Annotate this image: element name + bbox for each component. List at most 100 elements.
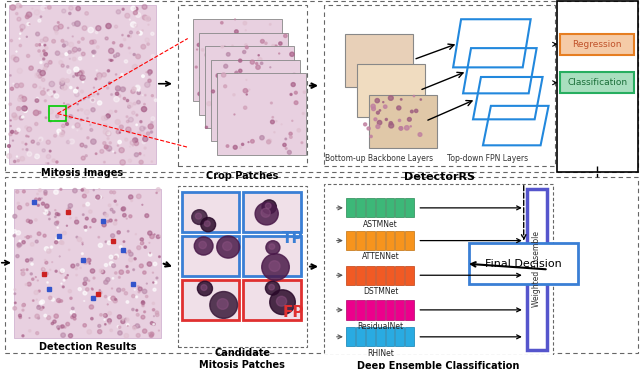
- Circle shape: [134, 141, 139, 146]
- Circle shape: [10, 39, 13, 42]
- Text: Top-down FPN Layers: Top-down FPN Layers: [447, 154, 529, 163]
- Circle shape: [58, 22, 60, 23]
- Circle shape: [205, 53, 209, 57]
- Circle shape: [76, 217, 77, 218]
- Circle shape: [150, 131, 152, 133]
- Circle shape: [137, 31, 140, 34]
- Circle shape: [126, 253, 127, 254]
- Circle shape: [19, 316, 22, 318]
- Circle shape: [72, 50, 75, 54]
- Circle shape: [143, 271, 146, 274]
- Circle shape: [113, 42, 115, 44]
- Circle shape: [197, 281, 212, 296]
- Circle shape: [76, 263, 79, 266]
- Circle shape: [236, 71, 237, 73]
- Circle shape: [47, 211, 51, 215]
- Circle shape: [35, 44, 38, 46]
- Circle shape: [76, 236, 77, 238]
- Circle shape: [145, 295, 148, 298]
- Circle shape: [156, 313, 159, 317]
- Circle shape: [115, 220, 116, 221]
- Circle shape: [22, 303, 26, 306]
- Bar: [376, 300, 385, 320]
- Circle shape: [290, 93, 292, 96]
- Circle shape: [213, 65, 216, 69]
- Circle shape: [45, 261, 48, 264]
- Circle shape: [141, 45, 146, 49]
- Circle shape: [260, 135, 264, 140]
- Circle shape: [136, 334, 140, 337]
- Circle shape: [89, 263, 90, 264]
- Circle shape: [36, 299, 37, 300]
- Circle shape: [201, 284, 207, 290]
- Circle shape: [26, 269, 28, 270]
- Circle shape: [138, 90, 140, 92]
- Circle shape: [152, 309, 155, 311]
- Circle shape: [73, 189, 77, 193]
- Circle shape: [19, 240, 20, 242]
- Circle shape: [63, 231, 67, 235]
- Circle shape: [283, 87, 286, 91]
- Circle shape: [215, 62, 218, 65]
- Circle shape: [364, 123, 367, 126]
- Circle shape: [37, 280, 38, 281]
- Circle shape: [31, 140, 35, 143]
- Circle shape: [142, 140, 146, 144]
- Circle shape: [54, 241, 58, 244]
- Circle shape: [141, 301, 145, 304]
- Circle shape: [18, 97, 22, 101]
- Circle shape: [133, 54, 135, 56]
- Circle shape: [221, 99, 225, 103]
- Circle shape: [291, 104, 292, 106]
- Circle shape: [92, 99, 94, 101]
- Circle shape: [57, 227, 58, 228]
- Circle shape: [113, 191, 116, 194]
- Circle shape: [38, 111, 41, 114]
- Circle shape: [44, 88, 45, 89]
- Circle shape: [260, 39, 264, 43]
- Circle shape: [195, 237, 213, 255]
- Circle shape: [97, 73, 102, 78]
- Circle shape: [68, 27, 69, 28]
- Circle shape: [104, 263, 108, 266]
- Circle shape: [92, 297, 95, 300]
- Circle shape: [54, 221, 58, 225]
- Circle shape: [148, 79, 151, 82]
- Circle shape: [61, 124, 65, 128]
- Circle shape: [9, 103, 12, 106]
- Circle shape: [54, 216, 56, 218]
- Circle shape: [68, 249, 70, 251]
- Circle shape: [26, 15, 29, 19]
- Circle shape: [60, 53, 64, 57]
- Circle shape: [109, 142, 111, 144]
- Circle shape: [73, 76, 74, 77]
- Circle shape: [40, 300, 44, 304]
- Bar: [365, 266, 374, 285]
- Circle shape: [21, 272, 25, 276]
- Bar: [193, 19, 282, 101]
- Circle shape: [271, 80, 273, 81]
- Circle shape: [228, 122, 232, 126]
- Circle shape: [109, 59, 110, 61]
- Circle shape: [43, 50, 45, 52]
- Circle shape: [95, 78, 97, 80]
- Circle shape: [244, 102, 248, 106]
- Bar: [5, 1, 638, 172]
- Circle shape: [398, 119, 401, 121]
- Circle shape: [134, 153, 138, 157]
- Circle shape: [30, 258, 33, 261]
- Circle shape: [129, 195, 133, 199]
- Circle shape: [11, 130, 13, 133]
- Circle shape: [35, 99, 38, 102]
- Circle shape: [92, 288, 93, 289]
- Circle shape: [241, 143, 244, 145]
- Circle shape: [51, 246, 52, 248]
- Circle shape: [64, 326, 66, 328]
- Circle shape: [211, 69, 212, 70]
- Circle shape: [125, 138, 128, 141]
- Circle shape: [154, 281, 157, 284]
- Bar: [216, 73, 306, 155]
- Circle shape: [65, 104, 70, 109]
- Circle shape: [128, 105, 131, 108]
- Circle shape: [259, 120, 262, 123]
